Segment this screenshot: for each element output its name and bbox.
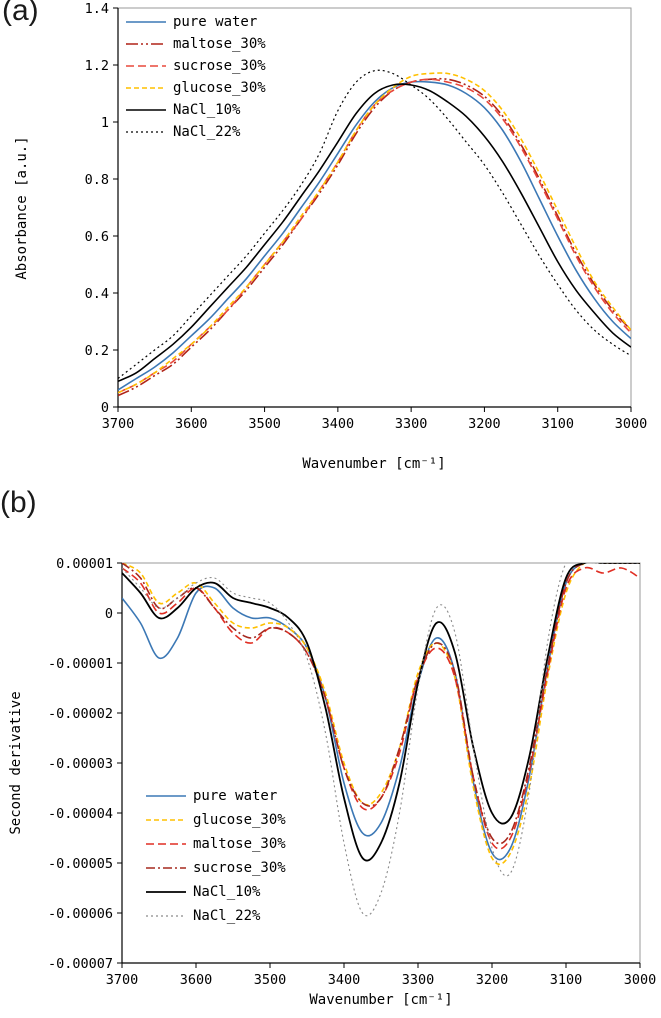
legend-label-maltose-30: maltose_30% [173,35,266,52]
legend-item-pure-water: pure water [146,786,286,805]
legend-label-glucose-30: glucose_30% [193,811,286,828]
series-group [118,69,631,397]
legend-line-maltose-30 [146,842,186,845]
chart-b-legend: pure water glucose_30% maltose_30% sucrose_… [146,786,286,925]
legend-label-maltose-30: maltose_30% [193,835,286,852]
legend-line-nacl-22 [146,914,186,917]
x-tick-label: 3600 [180,972,213,988]
chart-b-xlabel: Wavenumber [cm⁻¹] [309,992,453,1008]
legend-line-pure-water [146,794,186,797]
chart-a-xlabel: Wavenumber [cm⁻¹] [302,456,446,472]
y-tick-label: -0.00002 [48,706,113,722]
legend-item-glucose-30: glucose_30% [146,810,286,829]
y-tick-label: -0.00001 [48,656,113,672]
legend-item-maltose-30: maltose_30% [146,834,286,853]
x-tick-label: 3000 [624,972,657,988]
panel-a-label: (a) [2,0,39,27]
x-tick-label: 3200 [476,972,509,988]
y-tick-label: 1 [101,115,109,131]
x-tick-label: 3100 [541,416,574,432]
chart-a-legend: pure water maltose_30% sucrose_30% glucose_… [126,12,266,141]
legend-item-sucrose-30: sucrose_30% [126,56,266,75]
x-tick-label: 3500 [254,972,287,988]
legend-label-sucrose-30: sucrose_30% [193,859,286,876]
legend-line-glucose-30 [126,86,166,89]
chart-b-ylabel: Second derivative [8,691,24,835]
y-tick-label: 1.4 [85,1,109,17]
legend-label-pure-water: pure water [193,787,278,804]
legend-label-pure-water: pure water [173,13,258,30]
y-tick-label: 0.2 [85,343,109,359]
legend-label-nacl-10: NaCl_10% [193,883,261,900]
series-pure-water [118,80,631,391]
x-tick-label: 3600 [175,416,208,432]
legend-item-nacl-22: NaCl_22% [146,906,286,925]
legend-item-maltose-30: maltose_30% [126,34,266,53]
y-tick-label: 0.6 [85,229,109,245]
legend-line-nacl-22 [126,130,166,133]
x-tick-label: 3400 [328,972,361,988]
y-tick-label: 0 [105,606,113,622]
x-tick-label: 3700 [102,416,135,432]
legend-label-nacl-22: NaCl_22% [193,907,261,924]
x-tick-label: 3200 [468,416,501,432]
series-nacl-10 [118,83,631,383]
legend-line-pure-water [126,20,166,23]
series-nacl-22 [122,563,640,917]
series-sucrose-30 [118,78,631,394]
legend-line-nacl-10 [126,108,166,111]
series-glucose-30 [118,72,631,394]
legend-item-nacl-22: NaCl_22% [126,122,266,141]
series-maltose-30 [118,77,631,397]
y-tick-label: -0.00005 [48,856,113,872]
legend-label-glucose-30: glucose_30% [173,79,266,96]
x-tick-label: 3400 [322,416,355,432]
series-glucose-30 [122,563,640,866]
x-tick-label: 3500 [248,416,281,432]
x-tick-label: 3100 [550,972,583,988]
x-tick-label: 3300 [402,972,435,988]
y-tick-label: -0.00007 [48,956,113,972]
legend-line-sucrose-30 [146,866,186,869]
legend-item-nacl-10: NaCl_10% [126,100,266,119]
y-tick-label: 0 [101,400,109,416]
y-tick-label: -0.00004 [48,806,113,822]
legend-item-pure-water: pure water [126,12,266,31]
series-maltose-30 [122,566,640,850]
panel-b-label: (b) [0,486,37,519]
legend-label-nacl-22: NaCl_22% [173,123,241,140]
chart-a-ylabel: Absorbance [a.u.] [14,136,30,280]
series-sucrose-30 [122,563,640,845]
legend-item-sucrose-30: sucrose_30% [146,858,286,877]
x-tick-label: 3000 [615,416,648,432]
x-tick-label: 3300 [395,416,428,432]
chart-b-canvas: 3700 3600 3500 3400 3300 3200 3100 3000 0.00001 0… [48,556,657,988]
y-tick-label: 0.8 [85,172,109,188]
y-tick-label: 0.00001 [56,556,113,572]
series-group [122,563,640,917]
x-tick-label: 3700 [106,972,139,988]
series-pure-water [122,563,640,861]
chart-a-canvas: 3700 3600 3500 3400 3300 3200 3100 3000 0 0.2 0.4 0… [85,1,648,432]
legend-item-glucose-30: glucose_30% [126,78,266,97]
legend-line-maltose-30 [126,42,166,45]
legend-item-nacl-10: NaCl_10% [146,882,286,901]
legend-line-sucrose-30 [126,64,166,67]
y-tick-label: -0.00006 [48,906,113,922]
series-nacl-22 [118,69,631,379]
legend-label-nacl-10: NaCl_10% [173,101,241,118]
legend-line-glucose-30 [146,818,186,821]
y-tick-label: 1.2 [85,58,109,74]
y-tick-label: 0.4 [85,286,109,302]
y-tick-label: -0.00003 [48,756,113,772]
series-nacl-10 [122,563,640,862]
legend-label-sucrose-30: sucrose_30% [173,57,266,74]
legend-line-nacl-10 [146,890,186,893]
